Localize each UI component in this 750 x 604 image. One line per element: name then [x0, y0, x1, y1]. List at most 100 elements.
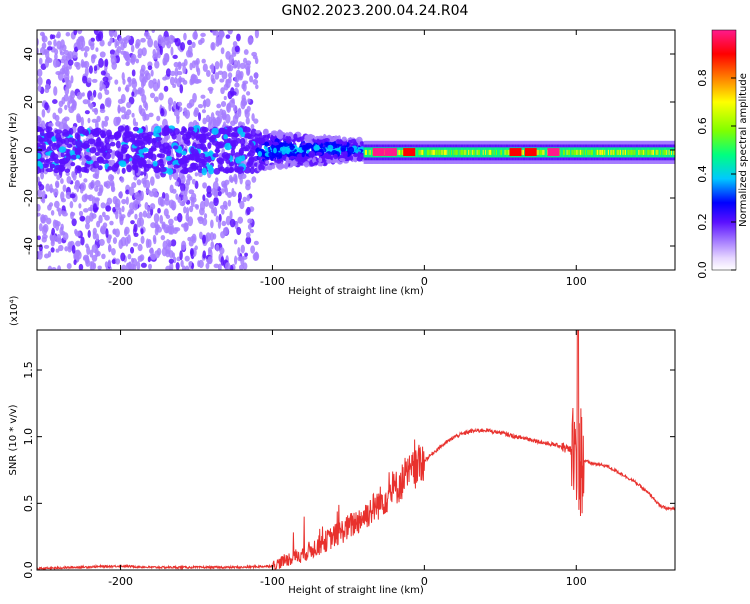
heatmap-cell: [76, 251, 82, 260]
heatmap-cell: [213, 119, 220, 128]
heatmap-cell: [136, 179, 142, 186]
heatmap-cell: [166, 168, 174, 175]
heatmap-cell: [72, 172, 77, 181]
colorbar-tick-label: 0.4: [696, 165, 709, 183]
heatmap-cell: [272, 131, 276, 136]
heatmap-cell: [80, 116, 84, 127]
heatmap-cell: [177, 101, 183, 107]
heatmap-cell: [108, 244, 112, 252]
heatmap-cell: [157, 207, 161, 214]
heatmap-cell: [187, 175, 193, 181]
heatmap-cell: [356, 156, 363, 162]
heatmap-cell: [230, 139, 239, 148]
heatmap-cell: [172, 145, 179, 150]
heatmap-cell: [236, 59, 241, 70]
heatmap-cell: [239, 200, 245, 210]
heatmap-cell: [112, 195, 118, 205]
heatmap-cell: [197, 260, 201, 268]
heatmap-cell: [152, 81, 159, 92]
heatmap-cell: [149, 203, 156, 210]
heatmap-cell: [91, 118, 98, 123]
heatmap-cell: [130, 44, 135, 53]
heatmap-cell: [116, 116, 122, 124]
heatmap-cell: [130, 257, 135, 263]
heatmap-cell: [179, 130, 185, 135]
heatmap-cell: [125, 61, 130, 67]
heatmap-cell: [191, 178, 196, 185]
heatmap-cell: [63, 137, 70, 146]
heatmap-cell: [55, 33, 61, 39]
heatmap-cell: [94, 179, 101, 188]
heatmap-cell: [253, 240, 259, 246]
heatmap-cell: [140, 37, 146, 43]
heatmap-cell: [83, 208, 89, 213]
heatmap-cell: [60, 152, 65, 158]
heatmap-cell: [241, 94, 246, 102]
heatmap-cell: [56, 40, 62, 50]
heatmap-cell: [170, 200, 177, 211]
heatmap-cell: [210, 63, 215, 74]
heatmap-cell: [187, 126, 195, 131]
heatmap-cell: [87, 207, 93, 212]
heatmap-cell: [60, 178, 64, 185]
heatmap-cell: [39, 128, 45, 137]
heatmap-cell: [41, 197, 46, 204]
heatmap-cell: [88, 65, 93, 74]
heatmap-cell: [214, 72, 220, 80]
heatmap-cell: [197, 103, 204, 109]
heatmap-cell: [177, 212, 183, 223]
heatmap-cell: [252, 78, 259, 85]
heatmap-cell: [61, 96, 66, 105]
heatmap-cell: [230, 91, 237, 96]
heatmap-cell: [86, 156, 92, 162]
heatmap-cell: [231, 98, 235, 104]
heatmap-cell: [49, 187, 55, 193]
heatmap-cell: [172, 83, 177, 88]
heatmap-cell: [152, 48, 157, 57]
heatmap-cell: [52, 99, 58, 105]
heatmap-cell: [229, 264, 234, 270]
heatmap-cell: [73, 184, 78, 190]
heatmap-cell: [117, 86, 122, 92]
heatmap-cell: [57, 265, 62, 270]
heatmap-cell: [54, 48, 59, 55]
heatmap-cell: [85, 243, 89, 249]
heatmap-cell: [105, 205, 112, 212]
heatmap-cell: [208, 164, 213, 173]
heatmap-cell: [70, 212, 76, 217]
heatmap-cell: [218, 142, 224, 148]
heatmap-cell: [199, 200, 206, 211]
heatmap-cell: [126, 101, 132, 109]
heatmap-cell: [92, 173, 98, 179]
heatmap-cell: [91, 78, 98, 83]
heatmap-cell: [237, 121, 243, 127]
heatmap-cell: [348, 146, 355, 154]
heatmap-cell: [226, 103, 230, 112]
heatmap-cell: [231, 132, 237, 137]
heatmap-cell: [135, 58, 140, 64]
heatmap-cell: [89, 95, 94, 101]
heatmap-cell: [147, 256, 151, 263]
heatmap-cell: [74, 46, 79, 53]
heatmap-cell: [221, 180, 227, 187]
heatmap-cell: [199, 152, 206, 159]
heatmap-cell: [239, 62, 246, 69]
heatmap-cell: [289, 155, 295, 160]
heatmap-cell: [246, 194, 251, 202]
heatmap-cell: [255, 130, 261, 134]
heatmap-cell: [89, 212, 94, 222]
heatmap-cell: [138, 211, 143, 219]
heatmap-cell: [189, 205, 194, 213]
heatmap-cell: [328, 136, 336, 143]
heatmap-cell: [58, 244, 64, 252]
heatmap-cell: [229, 218, 236, 228]
heatmap-cell: [156, 226, 162, 233]
heatmap-cell: [105, 97, 112, 107]
heatmap-cell: [194, 78, 200, 84]
heatmap-cell: [262, 128, 269, 136]
heatmap-cell: [103, 182, 109, 188]
heatmap-cell: [257, 150, 263, 157]
heatmap-cell: [52, 112, 57, 120]
heatmap-cell: [232, 104, 238, 113]
heatmap-cell: [216, 157, 224, 164]
